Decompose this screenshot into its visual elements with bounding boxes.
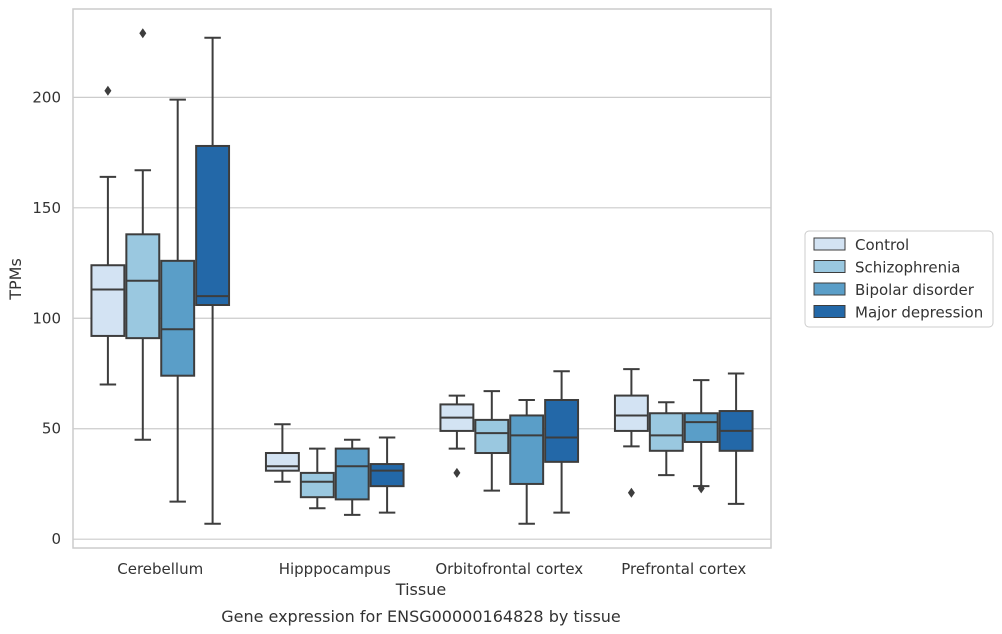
legend-swatch-3 (813, 305, 846, 318)
box-3-1 (369, 436, 405, 514)
legend-label-1: Schizophrenia (855, 259, 960, 277)
box-1-3 (648, 401, 684, 477)
outlier-2-3-0 (697, 483, 705, 494)
y-tick-labels: 0 50 100 150 200 (32, 88, 61, 548)
box-body-3-1 (369, 463, 405, 488)
legend-swatch-0 (813, 237, 846, 251)
box-body-2-0 (160, 259, 196, 377)
box-body-2-3 (683, 412, 719, 443)
box-body-1-1 (299, 471, 335, 499)
box-series (90, 28, 754, 525)
y-tick-label-4: 200 (32, 88, 61, 106)
box-body-2-1 (334, 447, 370, 501)
legend-label-2: Bipolar disorder (855, 281, 975, 299)
outlier-1-0-0 (139, 28, 147, 39)
x-tick-label-2: Orbitofrontal cortex (435, 560, 583, 578)
box-0-1 (264, 423, 300, 483)
legend-frame (804, 230, 994, 328)
legend-swatch-2 (813, 282, 846, 296)
legend: Control Schizophrenia Bipolar disorder Majo… (804, 230, 994, 328)
outlier-0-2-0 (453, 467, 461, 478)
y-tick-label-2: 100 (32, 309, 61, 327)
box-1-1 (299, 447, 335, 510)
box-0-2 (439, 394, 475, 478)
legend-label-0: Control (855, 236, 909, 254)
box-1-0 (125, 28, 161, 441)
box-0-0 (90, 85, 126, 386)
box-3-2 (544, 370, 580, 514)
box-body-3-2 (544, 398, 580, 463)
box-2-1 (334, 438, 370, 516)
x-tick-label-0: Cerebellum (117, 560, 203, 578)
box-3-0 (195, 36, 231, 525)
legend-label-3: Major depression (855, 304, 983, 322)
chart-caption: Gene expression for ENSG00000164828 by t… (221, 607, 621, 626)
box-body-0-0 (90, 264, 126, 337)
box-body-2-2 (509, 414, 545, 485)
x-tick-label-3: Prefrontal cortex (621, 560, 746, 578)
box-body-1-3 (648, 412, 684, 452)
box-1-2 (474, 390, 510, 492)
y-tick-label-1: 50 (42, 420, 61, 438)
outlier-0-0-0 (104, 85, 112, 96)
box-body-1-2 (474, 418, 510, 455)
box-0-3 (613, 368, 649, 498)
x-tick-label-1: Hipppocampus (279, 560, 391, 578)
y-tick-label-0: 0 (51, 530, 61, 548)
plot-frame (72, 8, 772, 549)
box-2-2 (509, 398, 545, 525)
box-3-3 (718, 372, 754, 505)
box-body-0-3 (613, 394, 649, 432)
box-body-0-1 (264, 452, 300, 472)
x-axis-label: Tissue (395, 580, 446, 599)
y-axis-label: TPMs (6, 258, 25, 301)
box-body-1-0 (125, 233, 161, 340)
outlier-0-3-0 (627, 487, 635, 498)
x-tick-labels: Cerebellum Hipppocampus Orbitofrontal cort… (117, 560, 746, 578)
box-2-3 (683, 379, 719, 494)
y-tick-label-3: 150 (32, 199, 61, 217)
box-2-0 (160, 98, 196, 503)
box-body-3-0 (195, 144, 231, 307)
legend-swatch-1 (813, 260, 846, 273)
